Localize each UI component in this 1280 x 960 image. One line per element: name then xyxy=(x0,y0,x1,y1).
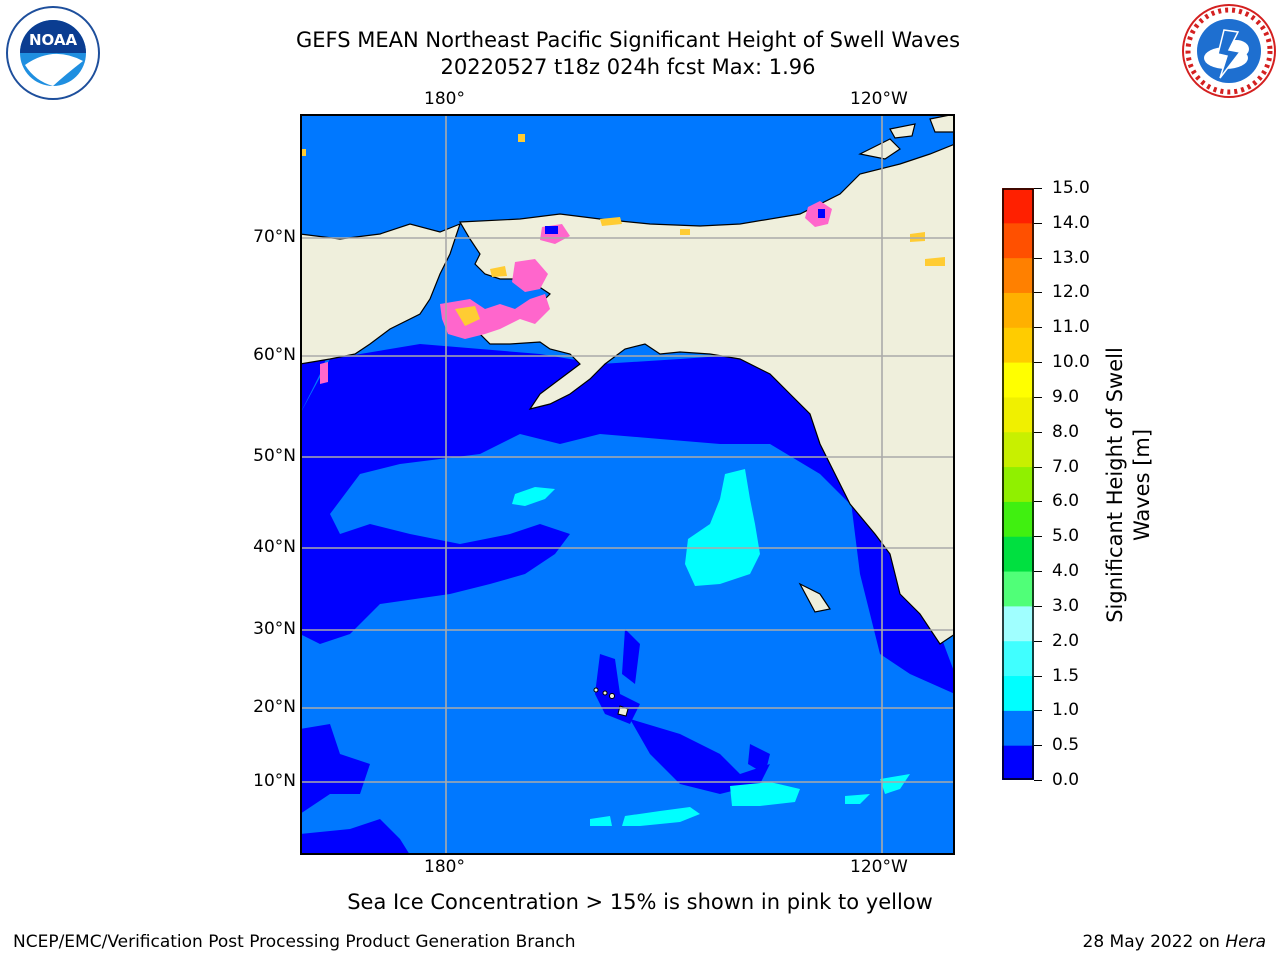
colorbar-bin xyxy=(1002,327,1034,363)
colorbar-bin xyxy=(1002,222,1034,259)
footer-host: Hera xyxy=(1225,932,1266,952)
map-frame xyxy=(300,114,955,855)
colorbar-bin xyxy=(1002,605,1034,642)
colorbar-bin xyxy=(1002,466,1034,502)
lon-label-top-180: 180° xyxy=(424,89,465,109)
footer-branch: NCEP/EMC/Verification Post Processing Pr… xyxy=(13,932,576,952)
lat-label-50n: 50°N xyxy=(253,446,296,466)
lon-label-bottom-180: 180° xyxy=(424,857,465,877)
colorbar-tick-mark xyxy=(1034,188,1042,189)
lat-label-60n: 60°N xyxy=(253,345,296,365)
colorbar-tick-mark xyxy=(1034,675,1042,677)
colorbar-tick: 11.0 xyxy=(1052,317,1090,338)
lat-label-40n: 40°N xyxy=(253,537,296,557)
colorbar-tick-mark xyxy=(1034,466,1042,468)
gridlines xyxy=(300,114,955,855)
colorbar-tick-mark xyxy=(1034,780,1042,781)
colorbar-tick-mark xyxy=(1034,571,1042,573)
colorbar-tick: 0.0 xyxy=(1052,770,1080,790)
colorbar xyxy=(1002,188,1034,780)
ocean-light-regions xyxy=(512,469,910,826)
colorbar-tick: 0.5 xyxy=(1052,735,1080,756)
colorbar-tick-mark xyxy=(1034,222,1042,224)
lon-label-top-120w: 120°W xyxy=(850,89,908,109)
footer-date-text: 28 May 2022 on xyxy=(1082,932,1220,952)
colorbar-tick: 7.0 xyxy=(1052,456,1080,477)
colorbar-tick: 3.0 xyxy=(1052,595,1080,616)
lat-label-30n: 30°N xyxy=(253,619,296,639)
colorbar-label-line2: Waves [m] xyxy=(1130,428,1154,542)
colorbar-tick-mark xyxy=(1034,431,1042,433)
colorbar-tick: 9.0 xyxy=(1052,386,1080,407)
colorbar-tick: 12.0 xyxy=(1052,282,1090,303)
footer-date: 28 May 2022 on Hera xyxy=(1083,932,1267,952)
colorbar-tick: 2.0 xyxy=(1052,630,1080,651)
colorbar-tick: 14.0 xyxy=(1052,212,1090,233)
nws-logo xyxy=(1182,4,1276,98)
colorbar-bin xyxy=(1002,431,1034,468)
swell-height-map xyxy=(300,114,955,855)
chart-title: GEFS MEAN Northeast Pacific Significant … xyxy=(295,28,961,52)
colorbar-tick: 15.0 xyxy=(1052,178,1090,198)
colorbar-tick: 5.0 xyxy=(1052,526,1080,547)
sea-ice-overlay xyxy=(300,134,945,384)
colorbar-tick-mark xyxy=(1034,745,1042,747)
colorbar-tick-mark xyxy=(1034,396,1042,398)
lat-label-20n: 20°N xyxy=(253,697,296,717)
noaa-logo: NOAA xyxy=(6,6,100,100)
colorbar-bin xyxy=(1002,396,1034,433)
colorbar-bin xyxy=(1002,710,1034,746)
colorbar-tick: 10.0 xyxy=(1052,352,1090,373)
colorbar-tick-mark xyxy=(1034,710,1042,712)
chart-subtitle: 20220527 t18z 024h fcst Max: 1.96 xyxy=(440,55,816,79)
colorbar-bin xyxy=(1002,188,1034,224)
colorbar-tick-mark xyxy=(1034,292,1042,294)
colorbar-bin xyxy=(1002,257,1034,293)
colorbar-label-line1: Significant Height of Swell xyxy=(1103,347,1127,623)
colorbar-bin xyxy=(1002,536,1034,572)
colorbar-tick-mark xyxy=(1034,257,1042,259)
colorbar-tick: 13.0 xyxy=(1052,247,1090,268)
lon-label-bottom-120w: 120°W xyxy=(850,857,908,877)
colorbar-tick-mark xyxy=(1034,605,1042,607)
colorbar-label: Significant Height of Swell Waves [m] xyxy=(1102,347,1156,623)
colorbar-tick-mark xyxy=(1034,501,1042,503)
colorbar-tick: 6.0 xyxy=(1052,491,1080,512)
colorbar-bin xyxy=(1002,675,1034,711)
noaa-logo-text: NOAA xyxy=(29,31,78,49)
colorbar-bin xyxy=(1002,571,1034,607)
colorbar-bin xyxy=(1002,501,1034,537)
colorbar-bin xyxy=(1002,745,1034,780)
colorbar-tick-mark xyxy=(1034,536,1042,538)
colorbar-bin xyxy=(1002,362,1034,398)
colorbar-bin xyxy=(1002,640,1034,677)
colorbar-tick: 4.0 xyxy=(1052,561,1080,582)
lat-label-10n: 10°N xyxy=(253,771,296,791)
sea-ice-note: Sea Ice Concentration > 15% is shown in … xyxy=(347,890,933,914)
colorbar-tick: 1.0 xyxy=(1052,700,1080,721)
colorbar-tick-mark xyxy=(1034,327,1042,329)
colorbar-tick: 1.5 xyxy=(1052,665,1080,686)
colorbar-tick-mark xyxy=(1034,362,1042,364)
lat-label-70n: 70°N xyxy=(253,227,296,247)
colorbar-bin xyxy=(1002,292,1034,328)
colorbar-tick-mark xyxy=(1034,640,1042,642)
colorbar-tick: 8.0 xyxy=(1052,421,1080,442)
